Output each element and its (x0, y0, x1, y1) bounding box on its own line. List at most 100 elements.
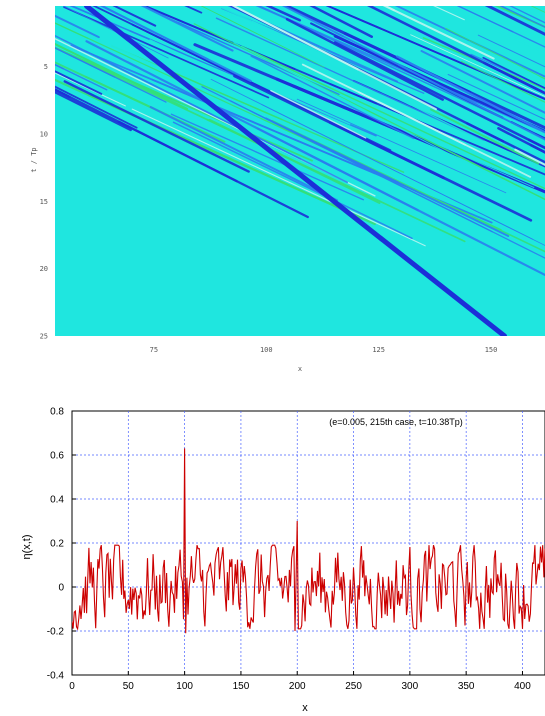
line-x-axis-label: x (302, 702, 308, 714)
heatmap-band (447, 73, 545, 121)
heatmap-band (466, 122, 545, 164)
heatmap-band (215, 17, 484, 142)
heatmap-band (394, 6, 470, 42)
line-chart: 0 50 100 150 200 250 300 350 400 0.8 0.6 0.4 0.2 0 -0.… (21, 407, 545, 714)
heatmap-y-tick-label: 5 (44, 63, 48, 71)
heatmap-y-axis-label: t / Tp (30, 147, 38, 172)
line-axis-ticks: 0 50 100 150 200 250 300 350 400 0.8 0.6 0.4 0.2 0 -0.… (47, 407, 531, 693)
heatmap-band (55, 85, 138, 129)
heatmap-band (0, 0, 1, 24)
heatmap-band (328, 121, 533, 222)
x-tick-label: 200 (289, 681, 306, 692)
heatmap-band (474, 0, 545, 6)
x-tick-label: 150 (233, 681, 250, 692)
y-tick-label: 0.4 (50, 495, 64, 506)
heatmap-band (301, 63, 452, 139)
heatmap-band (184, 6, 203, 14)
heatmap-band (499, 6, 545, 28)
heatmap-band (344, 27, 545, 126)
heatmap-axis-ticks: 75 100 125 150 5 10 15 20 25 (40, 63, 498, 354)
x-tick-label: 400 (514, 681, 531, 692)
heatmap-band (429, 108, 540, 165)
heatmap-band (55, 61, 226, 143)
heatmap-band (334, 31, 440, 86)
heatmap-band (251, 111, 545, 259)
heatmap-band (216, 13, 316, 63)
y-tick-label: 0.6 (50, 451, 64, 462)
chart-annotation: (e=0.005, 215th case, t=10.38Tp) (329, 417, 463, 427)
heatmap-band (55, 70, 103, 95)
heatmap-band (325, 6, 545, 100)
heatmap-band (337, 0, 447, 4)
heatmap-band (233, 6, 359, 71)
heatmap-band (55, 42, 163, 98)
heatmap-band (140, 6, 234, 52)
heatmap-band (149, 106, 339, 202)
heatmap-band (296, 98, 507, 194)
heatmap-band (456, 6, 514, 33)
heatmap-band (0, 0, 39, 32)
line-y-axis-label: η(x,t) (21, 534, 33, 559)
heatmap-band (172, 121, 413, 240)
heatmap-band (208, 118, 381, 205)
heatmap-band (445, 27, 545, 80)
heatmap-x-tick-label: 150 (485, 346, 498, 354)
heatmap-band (170, 113, 365, 201)
heatmap-band (449, 6, 527, 43)
heatmap-x-tick-label: 125 (372, 346, 385, 354)
heatmap-y-tick-label: 20 (40, 265, 48, 273)
heatmap-band (55, 22, 89, 39)
heatmap-y-tick-label: 10 (40, 130, 48, 138)
y-tick-label: 0.8 (50, 407, 64, 418)
heatmap-band (250, 55, 415, 140)
heatmap-band (265, 6, 302, 22)
heatmap-band (439, 6, 545, 54)
heatmap-band (396, 55, 545, 134)
x-tick-label: 50 (123, 681, 135, 692)
heatmap-band (333, 41, 545, 150)
heatmap-band (285, 18, 445, 101)
heatmap-band (70, 44, 376, 175)
heatmap-band (331, 92, 489, 175)
series-eta-line (72, 448, 545, 634)
heatmap-band (460, 60, 545, 103)
x-tick-label: 250 (345, 681, 362, 692)
y-tick-label: -0.4 (47, 671, 65, 682)
heatmap-band (63, 80, 250, 173)
heatmap-band (0, 0, 18, 23)
heatmap-band (251, 50, 545, 190)
heatmap-band (477, 34, 545, 68)
heatmap-band (63, 6, 270, 99)
heatmap-stripes (0, 0, 545, 336)
x-tick-label: 100 (176, 681, 193, 692)
x-tick-label: 0 (69, 681, 75, 692)
heatmap-band (366, 109, 545, 201)
heatmap-x-tick-label: 75 (150, 346, 158, 354)
heatmap-band (55, 90, 132, 132)
heatmap-band (55, 34, 212, 115)
heatmap-band (112, 6, 157, 27)
heatmap-band (55, 63, 64, 70)
heatmap-band (55, 14, 100, 39)
y-tick-label: 0.2 (50, 539, 64, 550)
heatmap-band (366, 6, 497, 70)
heatmap-band (133, 90, 475, 249)
heatmap-band (131, 108, 426, 247)
heatmap-band (233, 42, 350, 103)
y-tick-label: -0.2 (47, 627, 65, 638)
heatmap-y-tick-label: 15 (40, 198, 48, 206)
heatmap-band (410, 34, 545, 97)
heatmap-band (484, 6, 545, 36)
heatmap-band (483, 61, 545, 95)
heatmap-band (270, 89, 367, 139)
heatmap-band (288, 43, 515, 157)
heatmap-band (482, 56, 545, 90)
heatmap-band (117, 120, 309, 219)
heatmap-band (99, 6, 252, 82)
heatmap-band (281, 6, 344, 38)
heatmap-band (256, 127, 419, 212)
heatmap-ridge (83, 6, 508, 336)
heatmap-band (469, 40, 545, 78)
y-tick-label: 0 (58, 583, 64, 594)
